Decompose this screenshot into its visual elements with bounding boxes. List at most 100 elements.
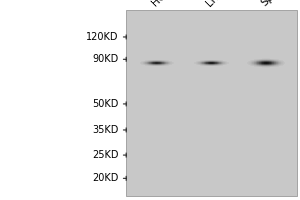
Bar <box>275 61 276 62</box>
Bar <box>255 64 256 65</box>
Bar <box>267 61 268 62</box>
Bar <box>279 65 280 66</box>
Bar <box>267 64 268 65</box>
Bar <box>273 59 274 60</box>
Bar <box>256 60 257 61</box>
Bar <box>282 64 283 65</box>
Bar <box>259 63 260 64</box>
Bar <box>280 61 281 62</box>
Bar <box>283 62 284 63</box>
Bar <box>268 64 269 65</box>
Text: 120KD: 120KD <box>86 32 118 42</box>
Bar <box>266 65 267 66</box>
Bar <box>265 63 266 64</box>
Bar <box>250 61 251 62</box>
Bar <box>266 61 267 62</box>
Bar <box>277 65 278 66</box>
Bar <box>280 64 281 65</box>
Bar <box>265 58 266 59</box>
Bar <box>281 64 282 65</box>
Bar <box>274 66 275 67</box>
Bar <box>263 66 264 67</box>
Bar <box>271 62 272 63</box>
Bar <box>266 60 267 61</box>
Bar <box>269 63 270 64</box>
Bar <box>267 58 268 59</box>
Bar <box>264 64 265 65</box>
Bar <box>126 10 297 196</box>
Bar <box>249 62 250 63</box>
Bar <box>268 60 269 61</box>
Bar <box>254 65 255 66</box>
Bar <box>280 62 281 63</box>
Bar <box>271 64 272 65</box>
Bar <box>273 62 274 63</box>
Bar <box>265 64 266 65</box>
Bar <box>261 65 262 66</box>
Bar <box>273 63 274 64</box>
Bar <box>258 60 259 61</box>
Bar <box>267 62 268 63</box>
Bar <box>275 66 276 67</box>
Bar <box>254 60 255 61</box>
Bar <box>259 65 260 66</box>
Bar <box>268 67 269 68</box>
Bar <box>254 66 255 67</box>
Bar <box>262 64 263 65</box>
Bar <box>260 64 261 65</box>
Bar <box>261 59 262 60</box>
Bar <box>281 62 282 63</box>
Bar <box>260 63 261 64</box>
Bar <box>252 64 253 65</box>
Bar <box>276 64 277 65</box>
Bar <box>275 59 276 60</box>
Bar <box>280 61 281 62</box>
Text: Spleen: Spleen <box>259 0 291 8</box>
Bar <box>255 63 256 64</box>
Bar <box>265 66 266 67</box>
Bar <box>266 59 267 60</box>
Bar <box>269 67 270 68</box>
Bar <box>275 64 276 65</box>
Bar <box>262 67 263 68</box>
Bar <box>280 60 281 61</box>
Bar <box>259 66 260 67</box>
Bar <box>252 61 253 62</box>
Bar <box>248 64 249 65</box>
Bar <box>253 62 254 63</box>
Bar <box>272 64 273 65</box>
Bar <box>266 63 267 64</box>
Bar <box>277 66 278 67</box>
Bar <box>251 63 252 64</box>
Bar <box>277 60 278 61</box>
Bar <box>280 65 281 66</box>
Bar <box>255 61 256 62</box>
Bar <box>268 61 269 62</box>
Bar <box>275 60 276 61</box>
Bar <box>284 62 285 63</box>
Bar <box>272 60 273 61</box>
Bar <box>272 62 273 63</box>
Bar <box>280 63 281 64</box>
Bar <box>256 59 257 60</box>
Bar <box>267 66 268 67</box>
Bar <box>259 60 260 61</box>
Bar <box>256 66 257 67</box>
Bar <box>265 67 266 68</box>
Bar <box>258 65 259 66</box>
Bar <box>278 62 279 63</box>
Bar <box>262 65 263 66</box>
Bar <box>279 64 280 65</box>
Bar <box>260 62 261 63</box>
Bar <box>278 60 279 61</box>
Bar <box>265 65 266 66</box>
Bar <box>251 60 252 61</box>
Bar <box>255 66 256 67</box>
Bar <box>271 60 272 61</box>
Bar <box>255 65 256 66</box>
Bar <box>275 62 276 63</box>
Bar <box>282 60 283 61</box>
Bar <box>275 65 276 66</box>
Bar <box>277 59 278 60</box>
Bar <box>260 61 261 62</box>
